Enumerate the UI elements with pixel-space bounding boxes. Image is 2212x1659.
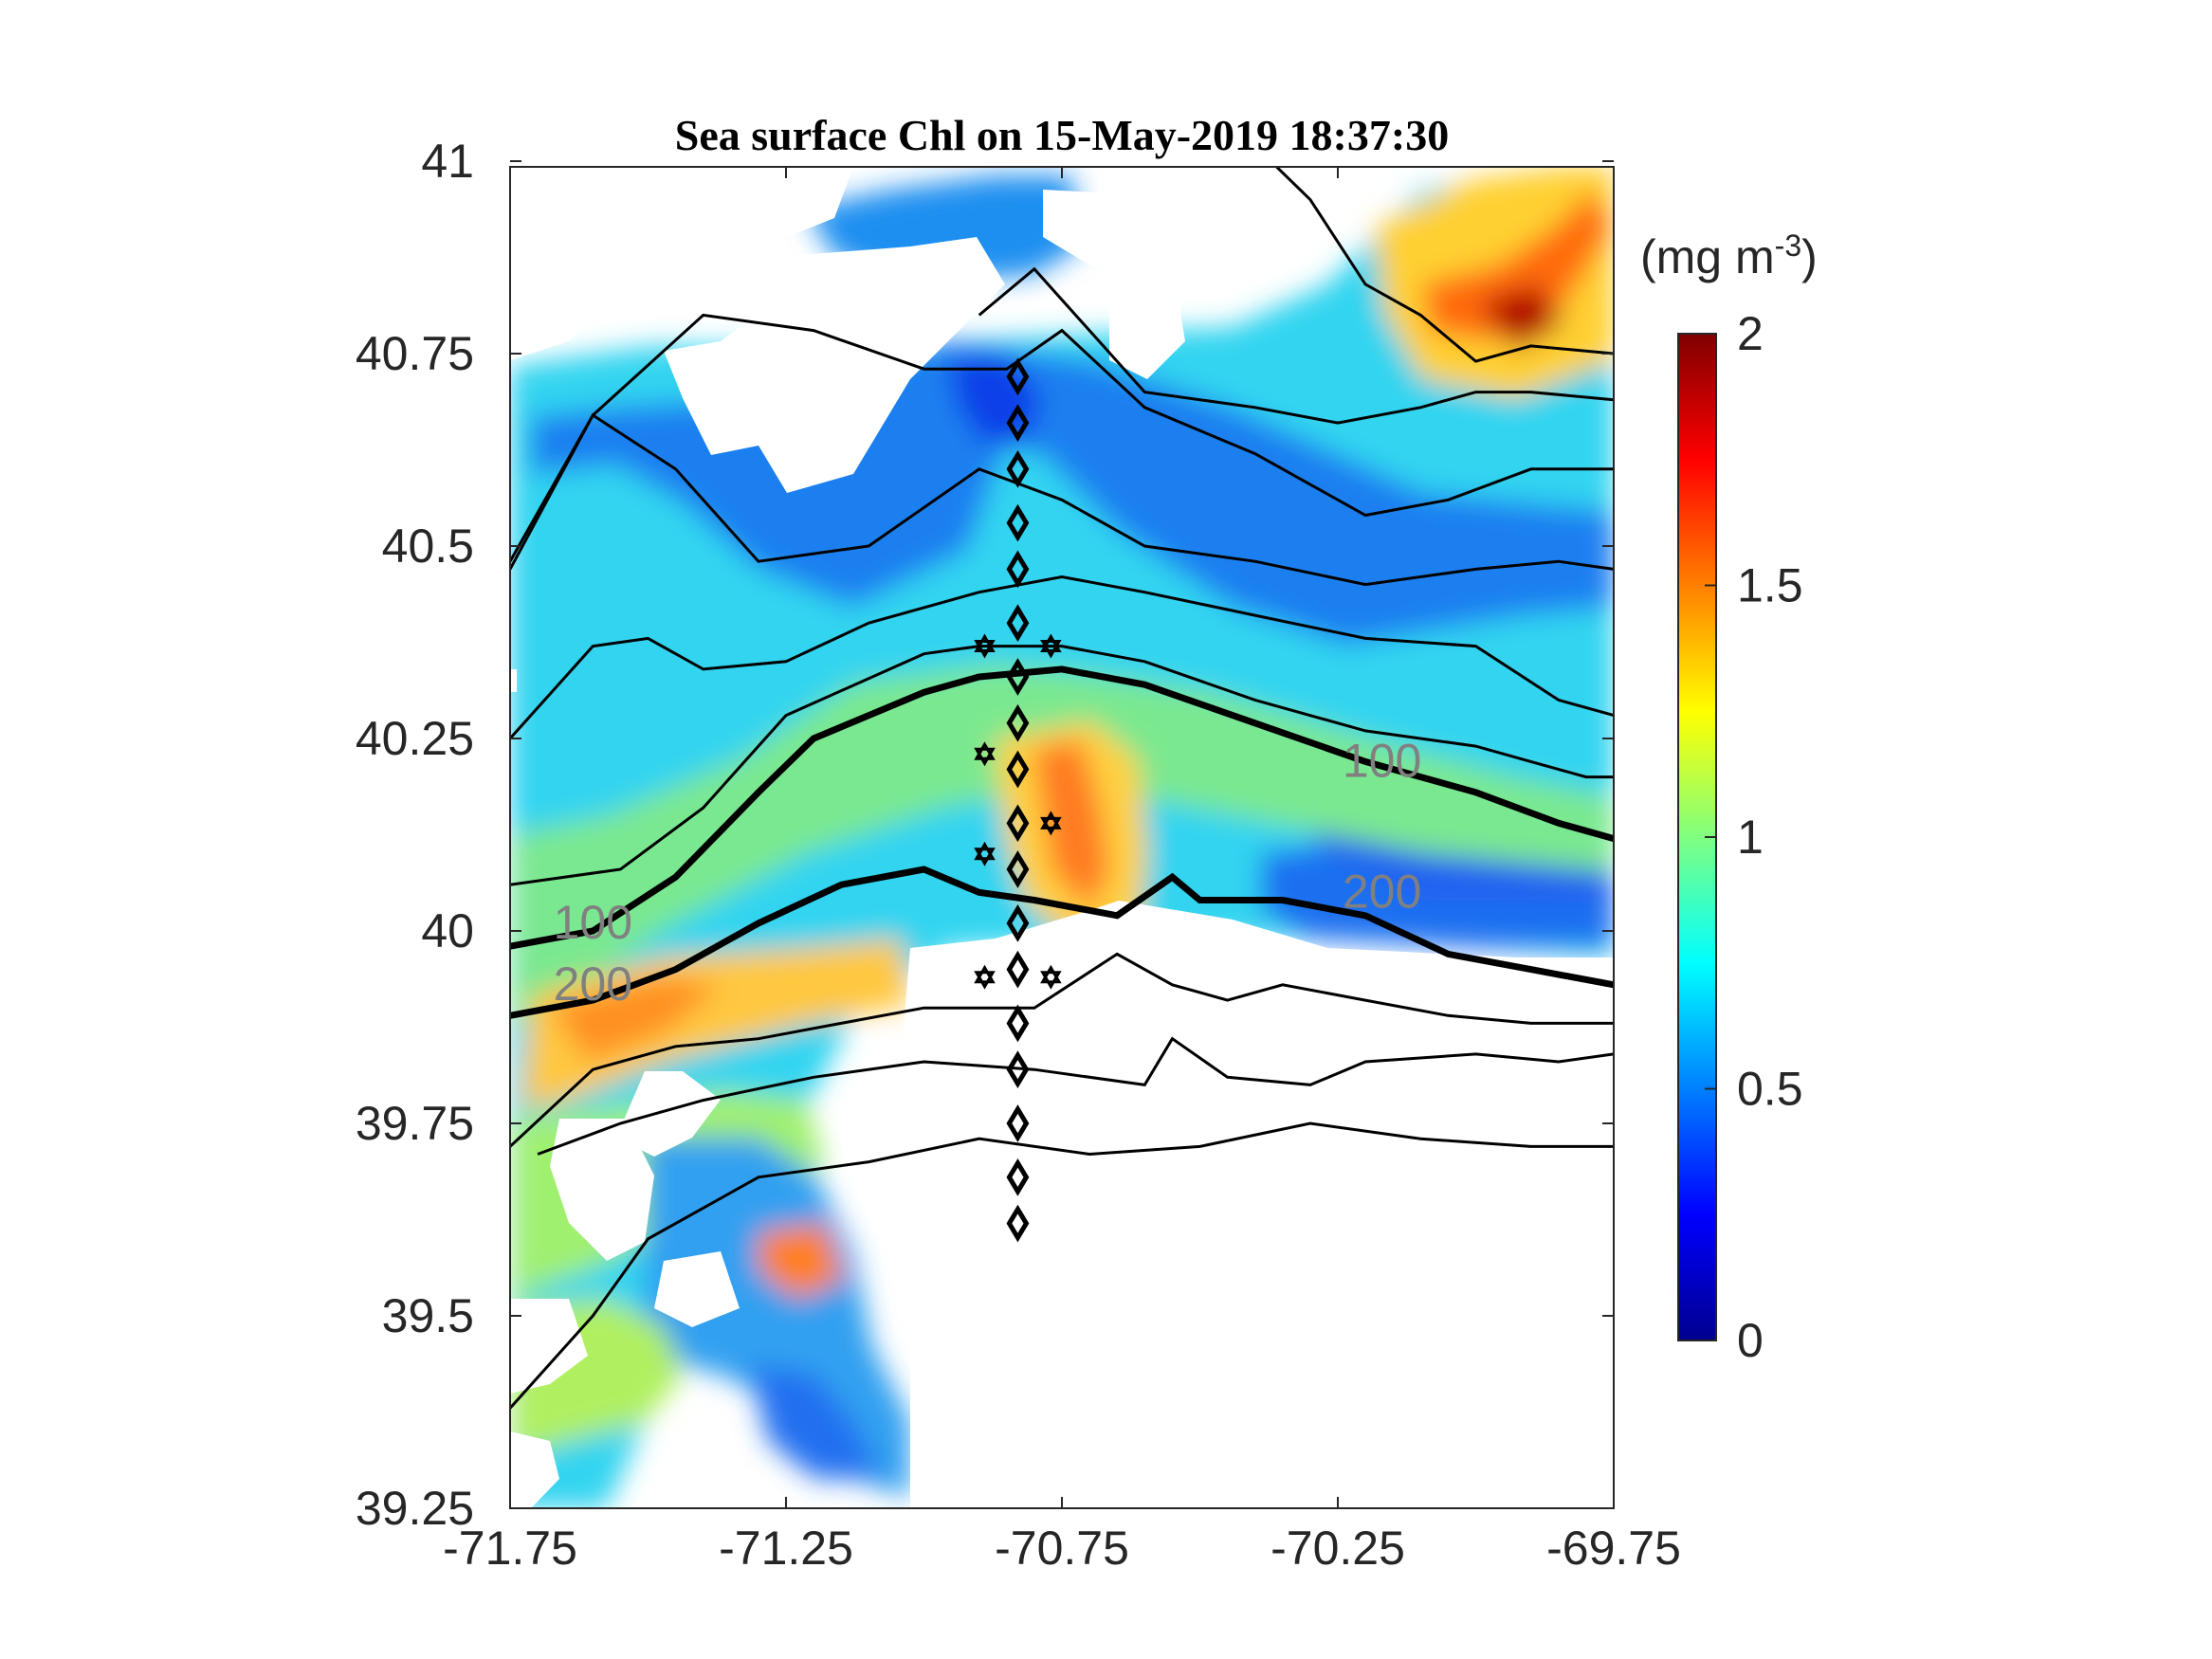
star-station-0 — [974, 633, 996, 659]
isobath-thin-5 — [1274, 167, 1614, 363]
transect-station-11 — [1006, 904, 1030, 942]
star-triangle-down — [974, 848, 996, 866]
x-axis: -71.75 -71.25 -70.75 -70.25 -69.75 — [443, 167, 1681, 1575]
chlorophyll-field — [510, 167, 1614, 1508]
transect-station-13 — [1006, 1004, 1030, 1043]
transect-station-9 — [1006, 804, 1030, 843]
colorbar-tick-label: 0.5 — [1737, 1063, 1803, 1116]
star-station-4 — [974, 841, 996, 866]
y-tick-label: 40.75 — [356, 327, 474, 380]
colorbar-units-exponent: -3 — [1775, 228, 1801, 263]
star-triangle-up — [974, 741, 996, 760]
isobath-label-0: 100 — [554, 896, 632, 949]
star-triangle-up — [1040, 633, 1062, 653]
transect-station-17 — [1006, 1204, 1030, 1243]
star-triangle-down — [974, 640, 996, 659]
transect-station-14 — [1006, 1050, 1030, 1089]
colorbar-tick-label: 0 — [1737, 1314, 1764, 1367]
x-tick-label: -70.75 — [995, 1522, 1129, 1575]
colorbar-units-suffix: ) — [1801, 230, 1818, 283]
transect-station-2 — [1006, 449, 1030, 488]
isobath-thin-4 — [978, 266, 1614, 425]
chart-title: Sea surface Chl on 15-May-2019 18:37:30 — [675, 111, 1449, 159]
star-triangle-down — [1040, 816, 1062, 836]
star-triangle-down — [974, 971, 996, 990]
star-station-6 — [1040, 964, 1062, 990]
station-markers — [974, 357, 1062, 1243]
isobath-contours — [510, 167, 1614, 1410]
y-tick-label: 39.5 — [382, 1289, 474, 1342]
colorbar-units-prefix: (mg m — [1640, 230, 1775, 283]
star-station-2 — [974, 741, 996, 767]
transect-station-16 — [1006, 1158, 1030, 1196]
transect-station-6 — [1006, 658, 1030, 696]
transect-station-0 — [1006, 357, 1030, 396]
star-triangle-down — [1040, 640, 1062, 659]
star-triangle-up — [1040, 964, 1062, 984]
y-tick-label: 39.75 — [356, 1097, 474, 1150]
isobath-thin-0 — [510, 645, 1614, 886]
transect-station-7 — [1006, 703, 1030, 742]
y-axis: 39.25 39.5 39.75 40 40.25 40.5 40.75 41 — [356, 135, 1614, 1535]
isobath-thin-7 — [537, 1036, 1614, 1156]
transect-station-8 — [1006, 750, 1030, 789]
transect-station-5 — [1006, 604, 1030, 643]
transect-station-3 — [1006, 503, 1030, 542]
star-station-5 — [974, 964, 996, 990]
y-tick-label: 39.25 — [356, 1482, 474, 1535]
isobath-thin-1 — [510, 574, 1614, 740]
star-triangle-up — [974, 633, 996, 653]
isobath-thin-8 — [510, 1121, 1614, 1410]
transect-station-1 — [1006, 404, 1030, 442]
y-tick-label: 40.25 — [356, 712, 474, 765]
star-triangle-up — [1040, 811, 1062, 830]
x-tick-label: -71.75 — [443, 1522, 577, 1575]
transect-station-4 — [1006, 550, 1030, 589]
isobath-thin-3 — [510, 313, 1614, 571]
transect-station-12 — [1006, 950, 1030, 989]
isobath-label-3: 200 — [1343, 866, 1421, 919]
isobath-100 — [510, 665, 1614, 950]
star-triangle-down — [1040, 971, 1062, 990]
isobath-thin-6 — [510, 952, 1614, 1148]
y-tick-label: 40.5 — [382, 520, 474, 573]
transect-station-15 — [1006, 1104, 1030, 1142]
x-tick-label: -70.25 — [1271, 1522, 1405, 1575]
colorbar: 0 0.5 1 1.5 2 (mg m-3) — [1640, 228, 1818, 1367]
isobath-thin-2 — [510, 412, 1614, 587]
x-tick-label: -69.75 — [1546, 1522, 1681, 1575]
isobath-labels: 100 200 100 200 — [554, 735, 1422, 1011]
colorbar-tick-label: 1 — [1737, 811, 1764, 864]
star-triangle-up — [974, 964, 996, 984]
transect-station-10 — [1006, 850, 1030, 888]
y-tick-label: 40 — [421, 904, 474, 957]
y-tick-label: 41 — [421, 135, 474, 188]
x-tick-label: -71.25 — [719, 1522, 853, 1575]
colorbar-tick-label: 2 — [1737, 307, 1764, 360]
colorbar-tick-label: 1.5 — [1737, 559, 1803, 612]
isobath-200 — [510, 866, 1614, 1019]
star-station-3 — [1040, 811, 1062, 836]
star-triangle-down — [974, 747, 996, 767]
star-triangle-up — [974, 841, 996, 861]
isobath-label-1: 200 — [554, 957, 632, 1011]
star-station-1 — [1040, 633, 1062, 659]
isobath-label-2: 100 — [1343, 735, 1421, 788]
colorbar-units: (mg m-3) — [1640, 228, 1818, 283]
